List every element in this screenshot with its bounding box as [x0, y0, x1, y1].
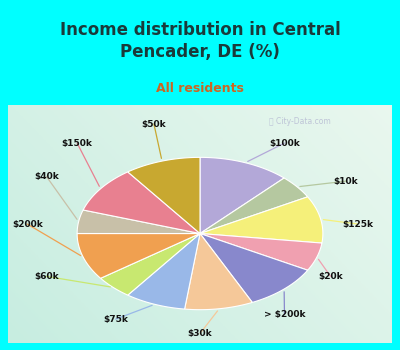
Text: ⓘ City-Data.com: ⓘ City-Data.com [269, 117, 331, 126]
Text: $20k: $20k [318, 272, 343, 281]
Polygon shape [128, 233, 200, 309]
Text: $10k: $10k [334, 177, 358, 186]
Polygon shape [200, 233, 308, 302]
Polygon shape [200, 197, 323, 243]
Polygon shape [200, 178, 308, 233]
Text: $60k: $60k [34, 272, 59, 281]
Polygon shape [200, 158, 284, 233]
Text: All residents: All residents [156, 82, 244, 95]
Text: $100k: $100k [269, 139, 300, 148]
Polygon shape [77, 233, 200, 278]
Polygon shape [128, 158, 200, 233]
Text: $40k: $40k [34, 172, 59, 181]
Text: $50k: $50k [142, 120, 166, 128]
Text: $150k: $150k [62, 139, 92, 148]
Text: $30k: $30k [188, 329, 212, 338]
Text: Income distribution in Central
Pencader, DE (%): Income distribution in Central Pencader,… [60, 21, 340, 61]
Text: $125k: $125k [342, 219, 373, 229]
Polygon shape [184, 233, 252, 310]
Polygon shape [100, 233, 200, 295]
Text: $75k: $75k [103, 315, 128, 324]
Text: $200k: $200k [12, 219, 42, 229]
Text: > $200k: > $200k [264, 310, 305, 319]
Polygon shape [200, 233, 322, 270]
Polygon shape [77, 210, 200, 233]
Polygon shape [83, 172, 200, 233]
